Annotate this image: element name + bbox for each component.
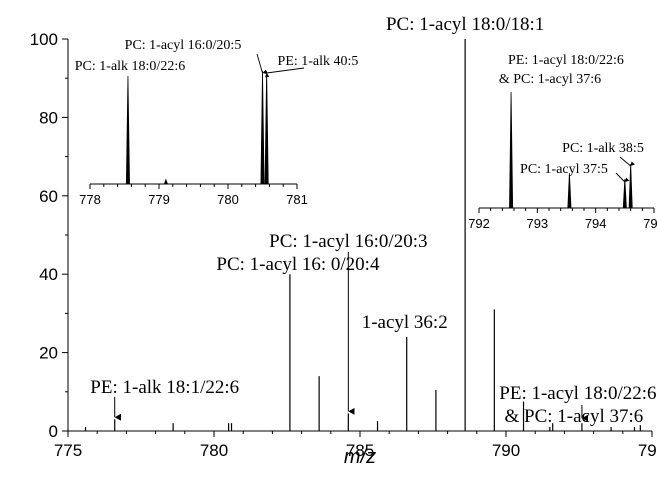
x-tick-label: 790 [492,441,520,460]
x-tick-label: 785 [346,441,374,460]
inset-spectrum-peak [260,70,265,185]
inset-x-tick-label: 792 [468,216,490,231]
inset-spectrum-peak [509,91,514,209]
inset-spectrum-peak [567,173,572,209]
peak-annotation: PE: 1-acyl 18:0/22:6 [499,383,656,404]
x-tick-label: 780 [200,441,228,460]
y-tick-label: 100 [30,30,58,49]
inset-peak-annotation: & PC: 1-acyl 37:6 [499,72,601,87]
inset-left-plot: 778 779 780 781 PC: 1-acyl 16:0/20:5 PE: 1-al… [75,38,359,207]
inset-right-plot: 792 793 794 795 PE: 1-acyl 18:0/22:6 & PC: 1-… [468,53,657,231]
y-tick-label: 0 [49,422,58,441]
peak-annotation: PE: 1-alk 18:1/22:6 [90,377,239,398]
inset-spectrum-peak [125,75,130,185]
inset-x-tick-label: 795 [643,216,657,231]
inset-annotation-arrow [256,53,268,75]
inset-peak-annotation: PC: 1-alk 18:0/22:6 [75,59,185,74]
inset-spectrum-peak [622,178,627,209]
inset-peak-annotation: PC: 1-alk 38:5 [562,141,644,156]
x-axis-label: m/z [344,446,376,468]
peak-annotation: 1-acyl 36:2 [362,312,448,333]
peak-annotation: & PC: 1-acyl 37:6 [505,406,644,427]
peak-annotation: PC: 1-acyl 16: 0/20:4 [216,254,380,275]
inset-peak-annotation: PE: 1-acyl 18:0/22:6 [508,53,624,68]
inset-x-tick-label: 778 [79,192,101,207]
inset-peak-annotation: PC: 1-acyl 37:5 [520,162,608,177]
main-plot: 0 20 40 60 80 100 775 780 785 790 795 m/z PC: 1-acyl… [30,14,657,468]
inset-peak-annotation: PC: 1-acyl 16:0/20:5 [125,38,242,53]
inset-x-tick-label: 793 [526,216,548,231]
inset-annotation-arrow [615,172,630,183]
inset-annotation-arrow [619,156,635,167]
y-tick-label: 60 [39,187,58,206]
inset-x-tick-label: 779 [148,192,170,207]
inset-x-tick-label: 794 [585,216,607,231]
x-tick-label: 775 [54,441,82,460]
inset-spectrum-peak [264,70,269,185]
inset-spectrum-peak [628,163,633,209]
inset-x-tick-label: 781 [286,192,308,207]
y-tick-label: 20 [39,344,58,363]
inset-annotation-arrow [264,67,305,78]
inset-peak-annotation: PE: 1-alk 40:5 [278,54,359,69]
inset-x-tick-label: 780 [217,192,239,207]
peak-annotation: PC: 1-acyl 16:0/20:3 [269,231,427,252]
peak-annotation: PC: 1-acyl 18:0/18:1 [386,14,544,35]
y-tick-label: 40 [39,265,58,284]
x-tick-label: 795 [638,441,657,460]
inset-spectrum-peak [163,178,169,185]
y-tick-label: 80 [39,108,58,127]
